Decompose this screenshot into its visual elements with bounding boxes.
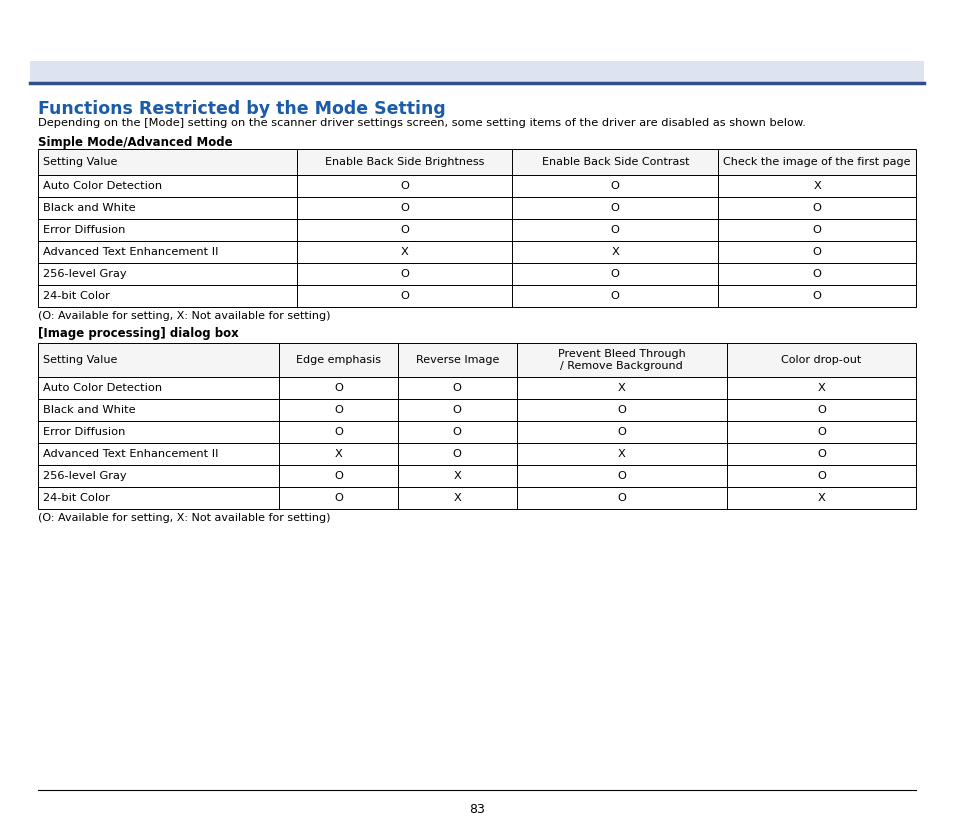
Text: X: X: [453, 493, 460, 503]
Text: Error Diffusion: Error Diffusion: [43, 225, 125, 235]
Text: O: O: [399, 291, 409, 301]
Text: O: O: [399, 203, 409, 213]
Text: Black and White: Black and White: [43, 203, 135, 213]
Text: O: O: [610, 181, 619, 191]
Text: O: O: [812, 269, 821, 279]
Text: (O: Available for setting, X: Not available for setting): (O: Available for setting, X: Not availa…: [38, 311, 330, 321]
Text: Simple Mode/Advanced Mode: Simple Mode/Advanced Mode: [38, 136, 233, 149]
Text: Prevent Bleed Through
/ Remove Background: Prevent Bleed Through / Remove Backgroun…: [558, 349, 685, 371]
Bar: [38, 487, 915, 509]
Text: Edge emphasis: Edge emphasis: [295, 355, 381, 365]
Text: O: O: [453, 383, 461, 393]
Text: O: O: [610, 203, 619, 213]
Text: O: O: [617, 471, 626, 481]
Text: X: X: [618, 383, 625, 393]
Text: O: O: [812, 203, 821, 213]
Text: O: O: [399, 269, 409, 279]
Text: O: O: [617, 405, 626, 415]
Text: O: O: [617, 427, 626, 437]
Text: 83: 83: [469, 803, 484, 816]
Text: X: X: [400, 247, 408, 257]
Bar: [38, 219, 915, 241]
Bar: [38, 421, 915, 443]
Text: Auto Color Detection: Auto Color Detection: [43, 383, 162, 393]
Bar: [38, 343, 915, 377]
Text: Black and White: Black and White: [43, 405, 135, 415]
Bar: [38, 241, 915, 263]
Text: Advanced Text Enhancement II: Advanced Text Enhancement II: [43, 247, 218, 257]
Text: Color drop-out: Color drop-out: [781, 355, 861, 365]
Text: O: O: [817, 449, 825, 459]
Text: X: X: [453, 471, 460, 481]
Text: O: O: [812, 225, 821, 235]
Text: Error Diffusion: Error Diffusion: [43, 427, 125, 437]
Text: Check the image of the first page: Check the image of the first page: [722, 157, 910, 167]
Text: X: X: [813, 181, 821, 191]
Text: O: O: [817, 471, 825, 481]
Text: X: X: [618, 449, 625, 459]
Text: O: O: [334, 493, 343, 503]
Text: 24-bit Color: 24-bit Color: [43, 291, 110, 301]
Bar: [38, 175, 915, 197]
Bar: [38, 149, 915, 175]
Text: X: X: [817, 383, 824, 393]
Text: O: O: [399, 225, 409, 235]
Text: O: O: [453, 449, 461, 459]
Bar: [38, 443, 915, 465]
Bar: [38, 197, 915, 219]
Text: Enable Back Side Brightness: Enable Back Side Brightness: [325, 157, 484, 167]
Text: O: O: [812, 291, 821, 301]
Text: O: O: [812, 247, 821, 257]
Text: Functions Restricted by the Mode Setting: Functions Restricted by the Mode Setting: [38, 100, 445, 118]
Text: O: O: [334, 405, 343, 415]
Text: X: X: [611, 247, 618, 257]
Text: Depending on the [Mode] setting on the scanner driver settings screen, some sett: Depending on the [Mode] setting on the s…: [38, 118, 805, 128]
Bar: [38, 285, 915, 307]
Text: Setting Value: Setting Value: [43, 355, 117, 365]
Bar: [30, 61, 923, 83]
Text: O: O: [610, 269, 619, 279]
Text: O: O: [617, 493, 626, 503]
Text: [Image processing] dialog box: [Image processing] dialog box: [38, 327, 238, 340]
Text: O: O: [453, 427, 461, 437]
Text: O: O: [334, 427, 343, 437]
Text: O: O: [610, 225, 619, 235]
Text: Enable Back Side Contrast: Enable Back Side Contrast: [541, 157, 688, 167]
Text: O: O: [610, 291, 619, 301]
Text: Setting Value: Setting Value: [43, 157, 117, 167]
Text: O: O: [334, 383, 343, 393]
Text: X: X: [335, 449, 342, 459]
Text: 256-level Gray: 256-level Gray: [43, 269, 127, 279]
Text: O: O: [453, 405, 461, 415]
Text: Advanced Text Enhancement II: Advanced Text Enhancement II: [43, 449, 218, 459]
Text: Auto Color Detection: Auto Color Detection: [43, 181, 162, 191]
Bar: [38, 377, 915, 399]
Text: 24-bit Color: 24-bit Color: [43, 493, 110, 503]
Text: X: X: [817, 493, 824, 503]
Text: O: O: [334, 471, 343, 481]
Text: O: O: [817, 405, 825, 415]
Bar: [38, 263, 915, 285]
Text: O: O: [399, 181, 409, 191]
Text: 256-level Gray: 256-level Gray: [43, 471, 127, 481]
Bar: [38, 465, 915, 487]
Bar: [38, 399, 915, 421]
Text: (O: Available for setting, X: Not available for setting): (O: Available for setting, X: Not availa…: [38, 513, 330, 523]
Text: Reverse Image: Reverse Image: [416, 355, 498, 365]
Text: O: O: [817, 427, 825, 437]
